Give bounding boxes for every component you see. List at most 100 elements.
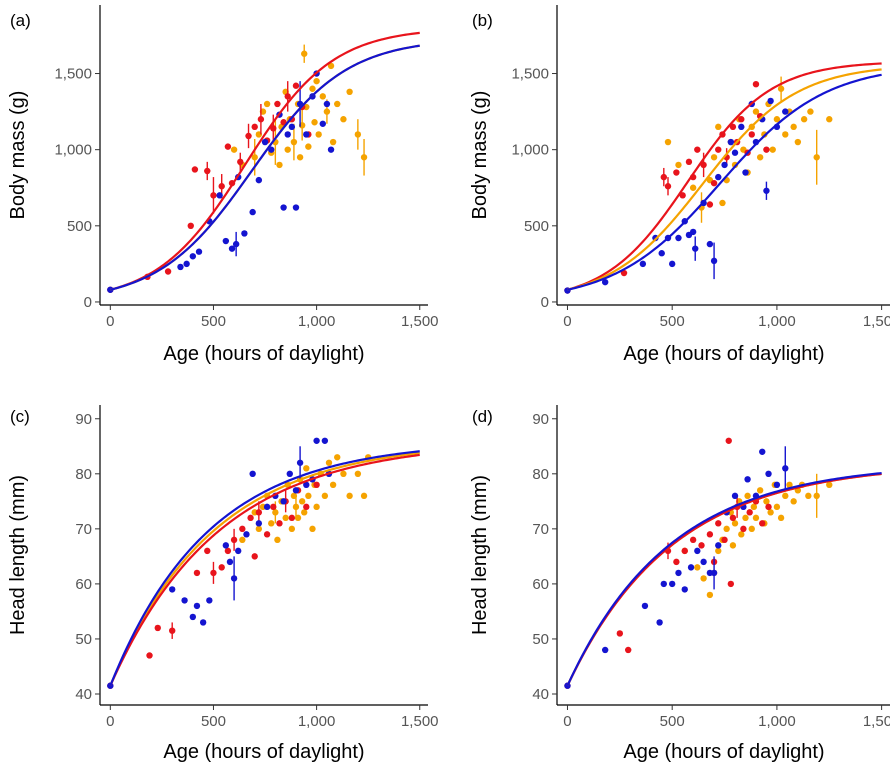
data-point-blue <box>763 187 770 194</box>
data-point-blue <box>303 131 310 138</box>
data-point-orange <box>354 131 362 138</box>
data-point-blue <box>658 250 665 257</box>
y-tick-label: 1,500 <box>511 66 549 83</box>
plot-area <box>107 437 420 689</box>
data-point-orange <box>292 503 300 511</box>
data-point-red <box>169 627 176 634</box>
data-point-orange <box>706 591 714 599</box>
y-tick-label: 1,500 <box>54 66 92 83</box>
data-point-orange <box>313 503 320 511</box>
y-axis-title: Head length (mm) <box>7 475 29 635</box>
data-point-orange <box>230 146 238 153</box>
data-point-red <box>204 547 211 555</box>
data-point-orange <box>689 184 697 191</box>
data-point-blue <box>261 138 269 146</box>
data-point-red <box>270 125 277 132</box>
data-point-blue <box>706 240 714 248</box>
data-point-red <box>664 183 672 190</box>
data-point-red <box>224 547 232 555</box>
data-point-orange <box>790 123 797 131</box>
data-point-blue <box>169 586 176 593</box>
data-point-orange <box>313 77 320 85</box>
data-point-red <box>292 82 300 89</box>
data-point-red <box>700 161 707 169</box>
plot-area <box>107 31 420 293</box>
data-point-blue <box>782 465 789 472</box>
data-point-orange <box>325 459 333 466</box>
data-point-blue <box>660 580 668 588</box>
y-tick-label: 80 <box>75 466 92 483</box>
data-point-orange <box>767 509 774 516</box>
y-tick-label: 50 <box>532 631 549 648</box>
data-point-blue <box>255 520 263 527</box>
data-point-red <box>706 531 714 538</box>
data-point-red <box>746 509 753 516</box>
data-point-red <box>738 116 745 123</box>
data-point-red <box>710 179 718 187</box>
data-point-blue <box>286 470 293 478</box>
data-point-orange <box>807 108 814 115</box>
y-tick-label: 70 <box>75 521 92 538</box>
data-point-blue <box>767 97 774 105</box>
data-point-orange <box>700 575 707 582</box>
data-point-orange <box>710 154 718 161</box>
fit-curve-red <box>566 472 882 687</box>
data-point-blue <box>177 263 184 271</box>
data-point-orange <box>288 525 296 533</box>
x-axis-title: Age (hours of daylight) <box>623 343 824 365</box>
data-point-orange <box>346 492 353 500</box>
fit-curve-orange <box>567 68 882 291</box>
data-point-red <box>288 514 296 522</box>
data-point-blue <box>241 230 248 237</box>
data-point-red <box>660 173 668 181</box>
data-point-orange <box>305 143 312 150</box>
data-point-red <box>218 183 225 190</box>
data-point-orange <box>296 154 304 161</box>
y-tick-label: 0 <box>84 294 92 311</box>
data-point-blue <box>280 498 287 505</box>
data-point-red <box>224 143 232 150</box>
data-point-blue <box>296 459 304 466</box>
data-point-orange <box>800 116 808 123</box>
data-point-orange <box>773 116 781 123</box>
data-point-red <box>729 123 737 131</box>
data-point-blue <box>199 619 207 626</box>
data-point-red <box>210 569 217 577</box>
data-point-blue <box>193 602 201 610</box>
data-point-orange <box>360 154 368 161</box>
data-point-red <box>740 525 747 533</box>
data-point-blue <box>700 558 707 566</box>
data-point-orange <box>340 470 347 478</box>
data-point-orange <box>329 481 337 489</box>
data-point-red <box>765 503 772 511</box>
data-point-blue <box>782 108 789 115</box>
data-point-orange <box>750 503 758 511</box>
data-point-blue <box>292 204 300 211</box>
x-tick-label: 0 <box>106 313 114 330</box>
data-point-orange <box>255 525 263 533</box>
data-point-red <box>685 158 693 166</box>
data-point-red <box>245 132 252 140</box>
data-point-red <box>187 222 194 230</box>
data-point-blue <box>689 228 697 236</box>
x-tick-label: 1,500 <box>863 713 890 730</box>
fit-curve-red <box>567 62 882 291</box>
x-tick-label: 500 <box>660 713 685 730</box>
data-point-blue <box>222 237 230 245</box>
data-point-orange <box>301 50 308 57</box>
data-point-blue <box>303 481 310 489</box>
fit-curve-orange <box>109 451 420 687</box>
data-point-blue <box>639 260 647 268</box>
data-point-blue <box>216 192 223 199</box>
data-point-red <box>694 146 701 153</box>
data-point-orange <box>340 116 347 123</box>
data-point-orange <box>346 88 353 96</box>
data-point-red <box>725 437 732 444</box>
data-point-red <box>715 520 722 527</box>
data-point-orange <box>826 481 833 489</box>
data-point-red <box>204 167 211 175</box>
data-point-red <box>270 503 277 511</box>
data-point-orange <box>723 525 730 533</box>
data-point-orange <box>284 146 291 153</box>
